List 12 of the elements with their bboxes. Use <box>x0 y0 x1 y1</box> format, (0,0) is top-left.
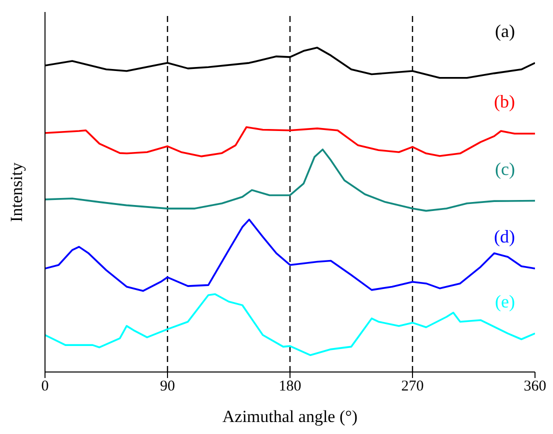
series-label: (b) <box>494 92 515 112</box>
x-axis-title: Azimuthal angle (°) <box>222 407 358 426</box>
series-label: (c) <box>495 158 515 179</box>
series-label: (a) <box>495 20 515 41</box>
x-tick-label: 360 <box>524 378 546 395</box>
y-axis-title: Intensity <box>7 162 26 222</box>
series-label: (e) <box>495 291 515 312</box>
series-label: (d) <box>494 226 515 247</box>
x-tick-label: 0 <box>41 378 49 395</box>
x-tick-label: 180 <box>278 378 302 395</box>
x-tick-label: 270 <box>401 378 424 395</box>
x-tick-label: 90 <box>160 378 175 395</box>
